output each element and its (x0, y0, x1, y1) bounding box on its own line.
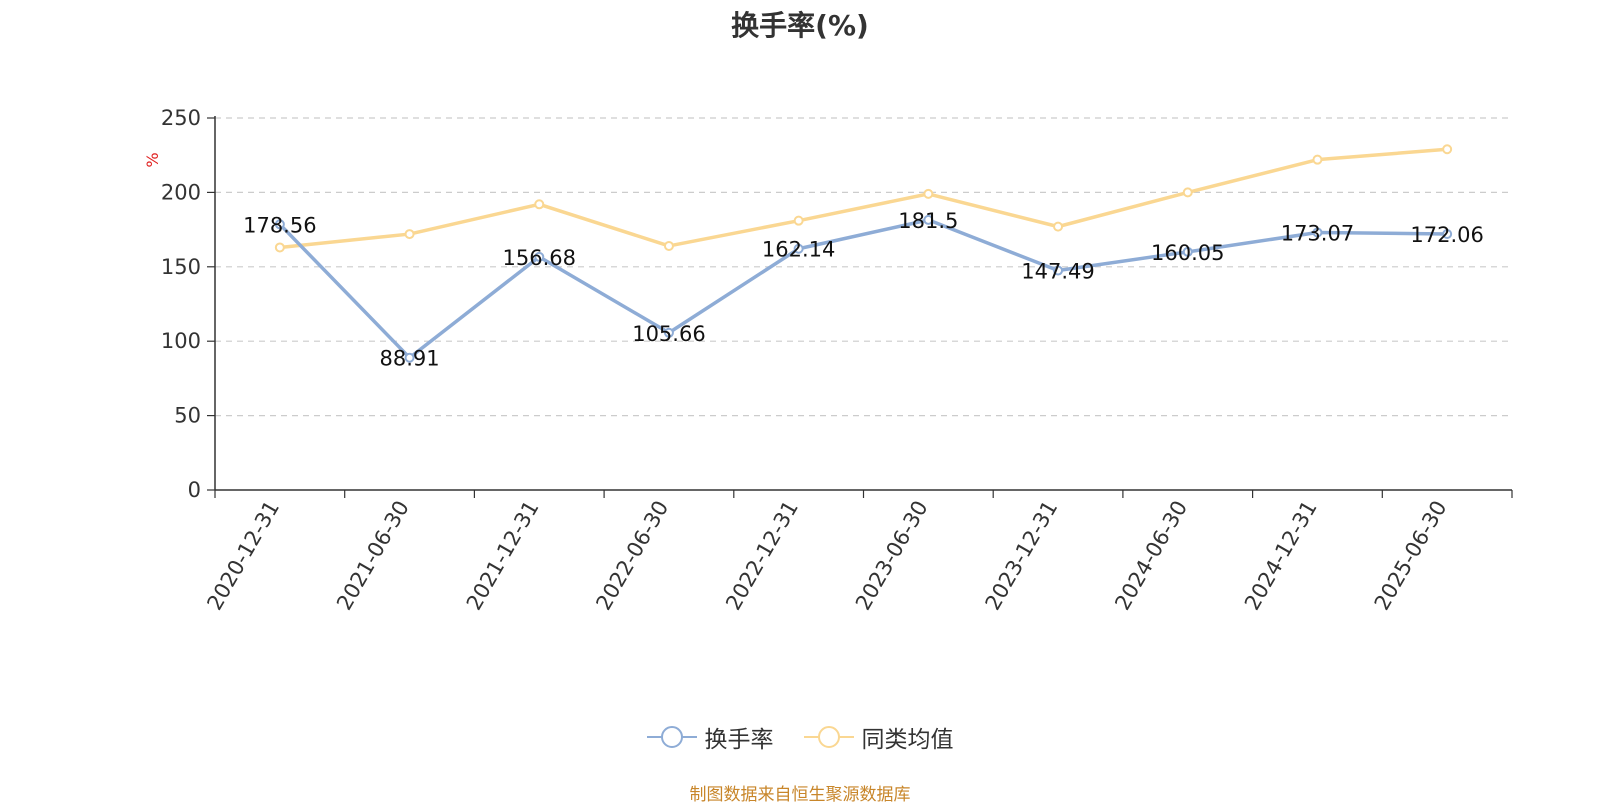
y-tick-label: 100 (161, 329, 201, 353)
data-point (274, 242, 285, 253)
data-label: 178.56 (243, 213, 316, 237)
data-point (793, 243, 804, 254)
x-tick-label: 2022-12-31 (721, 497, 803, 615)
data-point (274, 219, 285, 230)
data-point (534, 251, 545, 262)
data-label: 162.14 (762, 238, 835, 262)
data-point (923, 214, 934, 225)
x-tick-label: 2024-12-31 (1240, 497, 1322, 615)
data-point (793, 215, 804, 226)
x-tick-label: 2023-12-31 (981, 497, 1063, 615)
line-chart: 0 50 100 150 200 250% 2020-12-31 2021-06-30 2021… (143, 106, 1513, 615)
series-line (278, 218, 1448, 360)
data-point (1182, 246, 1193, 257)
data-label: 88.91 (379, 347, 439, 371)
legend-item-turnover[interactable]: 换手率 (646, 720, 774, 754)
data-label: 156.68 (503, 246, 576, 270)
data-point (404, 352, 415, 363)
data-point (404, 229, 415, 240)
data-point (534, 199, 545, 210)
data-point (1053, 265, 1064, 276)
axes: 0 50 100 150 200 250% 2020-12-31 2021-06-30 2021… (143, 106, 1513, 615)
x-tick-label: 2022-06-30 (591, 497, 673, 615)
y-tick-label: 50 (174, 404, 201, 428)
data-label: 160.05 (1151, 241, 1224, 265)
x-tick-label: 2025-06-30 (1370, 497, 1452, 615)
data-point (923, 188, 934, 199)
legend-label: 换手率 (704, 727, 774, 753)
data-point (663, 327, 674, 338)
data-point (1312, 154, 1323, 165)
grid-lines (215, 117, 1512, 417)
data-point (1442, 144, 1453, 155)
legend: 换手率 同类均值 (0, 720, 1600, 754)
data-label: 147.49 (1021, 260, 1094, 284)
x-tick-label: 2021-06-30 (332, 497, 414, 615)
y-axis-label: % (143, 152, 162, 167)
y-tick-label: 200 (161, 180, 201, 204)
series-lines (274, 144, 1453, 363)
y-tick-label: 150 (161, 255, 201, 279)
x-tick-label: 2024-06-30 (1110, 497, 1192, 615)
circle-line-icon (646, 726, 697, 748)
data-point (1053, 221, 1064, 232)
legend-item-peer-average[interactable]: 同类均值 (803, 720, 954, 754)
data-label: 105.66 (632, 322, 705, 346)
x-tick-label: 2023-06-30 (851, 497, 933, 615)
data-point (1312, 227, 1323, 238)
x-tick-label: 2020-12-31 (202, 497, 284, 615)
y-tick-label: 0 (188, 478, 201, 502)
data-point (1442, 228, 1453, 239)
series-line (279, 147, 1448, 250)
data-label: 173.07 (1281, 221, 1354, 245)
data-labels: 178.56 88.91 156.68 105.66 162.14 181.5 147.49… (243, 209, 1484, 371)
y-tick-label: 250 (161, 106, 201, 130)
data-label: 181.5 (898, 209, 958, 233)
data-label: 172.06 (1410, 223, 1483, 247)
circle-line-icon (803, 726, 854, 748)
data-point (1182, 187, 1193, 198)
data-point (663, 240, 674, 251)
source-note: 制图数据来自恒生聚源数据库 (689, 785, 911, 805)
x-tick-label: 2021-12-31 (462, 497, 544, 615)
legend-label: 同类均值 (861, 727, 954, 753)
chart-title: 换手率(%) (731, 9, 869, 42)
